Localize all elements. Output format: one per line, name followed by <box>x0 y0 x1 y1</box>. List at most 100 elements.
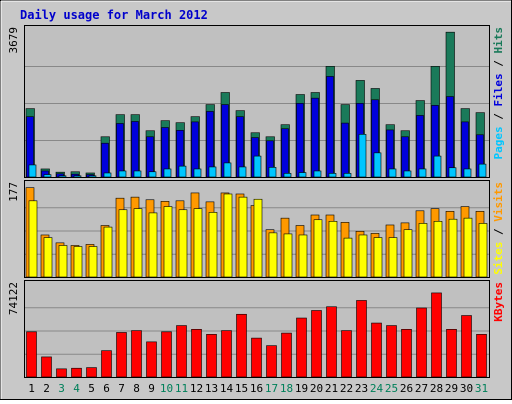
x-tick-label-day-4: 4 <box>73 382 80 395</box>
ymax-label: 177 <box>7 182 20 202</box>
bar-kbytes-day-25 <box>386 325 397 378</box>
x-tick-label-day-7: 7 <box>118 382 125 395</box>
bar-sites-day-29 <box>448 218 458 278</box>
bar-sites-day-3 <box>58 245 68 278</box>
bar-sites-day-28 <box>433 221 443 278</box>
x-tick-label-day-2: 2 <box>43 382 50 395</box>
bar-sites-day-1 <box>28 200 38 278</box>
bar-kbytes-day-5 <box>86 367 97 378</box>
bar-kbytes-day-22 <box>341 330 352 378</box>
x-tick-label-day-6: 6 <box>103 382 110 395</box>
bar-sites-day-11 <box>178 209 188 278</box>
bar-kbytes-day-27 <box>416 307 427 378</box>
bar-pages-day-2 <box>43 174 52 178</box>
x-tick-label-day-23: 23 <box>355 382 368 395</box>
panel-hits_files_pages: 3679 Pages / Files / Hits <box>7 25 505 178</box>
x-tick-label-day-27: 27 <box>415 382 428 395</box>
bar-sites-day-2 <box>43 237 53 278</box>
bar-sites-day-21 <box>328 221 338 278</box>
bar-sites-day-30 <box>463 217 473 278</box>
bar-pages-day-12 <box>193 168 202 178</box>
series-axis-label: KBytes <box>492 282 505 322</box>
bar-pages-day-26 <box>403 170 412 178</box>
bar-kbytes-day-8 <box>131 330 142 378</box>
ymax-label: 74122 <box>7 282 20 315</box>
x-tick-label-day-28: 28 <box>430 382 443 395</box>
label-part-sites: Sites <box>492 242 505 275</box>
bar-pages-day-14 <box>223 162 232 178</box>
bar-pages-day-9 <box>148 171 157 178</box>
x-tick-label-day-3: 3 <box>58 382 65 395</box>
bar-kbytes-day-29 <box>446 329 457 378</box>
bar-kbytes-day-11 <box>176 325 187 378</box>
ymax-label: 3679 <box>7 27 20 54</box>
bar-kbytes-day-13 <box>206 334 217 378</box>
bar-pages-day-24 <box>373 152 382 178</box>
bar-pages-day-20 <box>313 170 322 178</box>
series-axis-label: Sites / Visits <box>492 182 505 275</box>
bar-pages-day-13 <box>208 166 217 178</box>
bar-sites-day-10 <box>163 206 173 278</box>
x-tick-label-day-12: 12 <box>190 382 203 395</box>
bar-kbytes-day-28 <box>431 292 442 378</box>
x-tick-label-day-24: 24 <box>370 382 384 395</box>
chart-title: Daily usage for March 2012 <box>20 8 208 22</box>
x-tick-label-day-21: 21 <box>325 382 338 395</box>
bar-pages-day-23 <box>358 134 367 178</box>
bar-files-day-21 <box>326 76 334 178</box>
bar-pages-day-10 <box>163 168 172 178</box>
bar-pages-day-5 <box>88 175 97 178</box>
bar-sites-day-16 <box>253 198 263 278</box>
bar-files-day-9 <box>146 136 154 178</box>
x-tick-label-day-8: 8 <box>133 382 140 395</box>
bar-pages-day-3 <box>58 175 67 178</box>
bar-kbytes-day-10 <box>161 331 172 378</box>
x-tick-label-day-31: 31 <box>475 382 488 395</box>
bar-pages-day-15 <box>238 166 247 178</box>
x-tick-label-day-22: 22 <box>340 382 353 395</box>
series-axis-label: Pages / Files / Hits <box>492 27 505 160</box>
bar-sites-day-24 <box>373 237 383 278</box>
bar-sites-day-5 <box>88 246 98 278</box>
label-part-files: Files <box>492 73 505 106</box>
bar-sites-day-25 <box>388 237 398 278</box>
bar-files-day-27 <box>416 115 424 178</box>
bar-kbytes-day-21 <box>326 306 337 378</box>
x-tick-label-day-5: 5 <box>88 382 95 395</box>
x-tick-label-day-13: 13 <box>205 382 218 395</box>
x-tick-label-day-25: 25 <box>385 382 398 395</box>
bar-pages-day-4 <box>73 175 82 178</box>
bar-sites-day-15 <box>238 196 248 278</box>
bar-kbytes-day-4 <box>71 367 82 378</box>
bar-pages-day-7 <box>118 170 127 178</box>
bar-kbytes-day-26 <box>401 329 412 378</box>
bar-kbytes-day-9 <box>146 341 157 378</box>
bar-pages-day-27 <box>418 168 427 178</box>
bar-files-day-7 <box>116 123 124 178</box>
bar-kbytes-day-23 <box>356 300 367 378</box>
bar-sites-day-6 <box>103 226 113 278</box>
bar-files-day-22 <box>341 122 349 178</box>
x-tick-label-day-14: 14 <box>220 382 234 395</box>
bar-pages-day-17 <box>268 167 277 178</box>
bar-kbytes-day-6 <box>101 350 112 378</box>
x-tick-label-day-1: 1 <box>28 382 35 395</box>
x-tick-label-day-11: 11 <box>175 382 188 395</box>
bar-sites-day-9 <box>148 212 158 278</box>
bar-kbytes-day-18 <box>281 332 292 378</box>
bar-sites-day-20 <box>313 219 323 278</box>
label-separator: / <box>492 107 505 127</box>
bar-files-day-20 <box>311 97 319 178</box>
x-tick-label-day-29: 29 <box>445 382 458 395</box>
bar-files-day-18 <box>281 128 289 178</box>
bar-pages-day-11 <box>178 165 187 178</box>
bar-pages-day-1 <box>28 164 37 178</box>
bar-kbytes-day-14 <box>221 330 232 378</box>
bar-sites-day-26 <box>403 229 413 278</box>
bar-files-day-8 <box>131 121 139 178</box>
bar-pages-day-6 <box>103 172 112 178</box>
bar-kbytes-day-7 <box>116 332 127 378</box>
bar-kbytes-day-31 <box>476 334 487 378</box>
bar-pages-day-29 <box>448 167 457 178</box>
